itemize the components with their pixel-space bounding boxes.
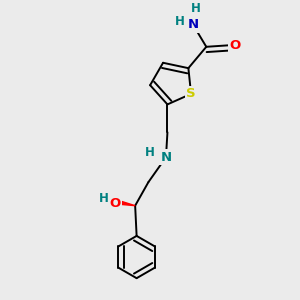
Polygon shape (108, 197, 135, 206)
Text: H: H (191, 2, 201, 15)
Text: H: H (145, 146, 155, 159)
Text: S: S (186, 87, 196, 101)
Text: O: O (109, 197, 120, 210)
Text: H: H (175, 15, 185, 28)
Text: N: N (188, 18, 199, 31)
Text: O: O (229, 39, 240, 52)
Text: H: H (98, 192, 108, 206)
Text: N: N (160, 151, 172, 164)
